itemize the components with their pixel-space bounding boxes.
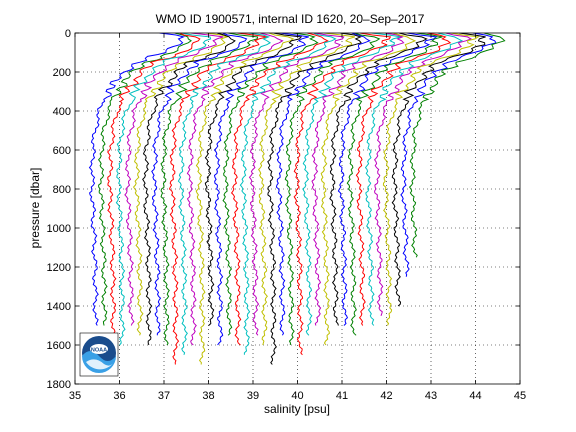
y-tick-label: 1200 [47, 262, 71, 274]
profile-lines [88, 33, 506, 365]
y-tick-label: 400 [53, 106, 71, 118]
profile-line [230, 33, 329, 346]
y-axis-label: pressure [dbar] [28, 168, 42, 249]
profile-line [239, 33, 337, 355]
y-tick-label: 1000 [47, 223, 71, 235]
y-tick-label: 1400 [47, 301, 71, 313]
profile-line [284, 33, 381, 346]
profile-line [222, 33, 319, 336]
x-tick-label: 42 [380, 390, 392, 402]
profile-line [373, 33, 473, 316]
y-tick-labels: 0 200 400 600 800 1000 1200 1400 1600 1800 [47, 28, 71, 391]
profile-line [355, 33, 452, 326]
profile-line [329, 33, 428, 326]
x-tick-label: 38 [202, 390, 214, 402]
chart-title: WMO ID 1900571, internal ID 1620, 20–Sep… [156, 12, 425, 26]
profile-line [364, 33, 464, 326]
x-tick-label: 45 [514, 390, 526, 402]
x-tick-label: 39 [247, 390, 259, 402]
profile-line [248, 33, 345, 336]
profile-line [267, 33, 362, 365]
svg-text:NOAA: NOAA [91, 348, 107, 354]
x-tick-label: 43 [425, 390, 437, 402]
profile-line [107, 33, 201, 336]
profile-line [302, 33, 401, 336]
x-tick-label: 44 [469, 390, 481, 402]
profile-line [168, 33, 267, 365]
profile-line [88, 33, 186, 326]
profile-line [391, 33, 486, 307]
profile-line [346, 33, 443, 336]
profile-line [293, 33, 392, 356]
x-tick-label: 37 [158, 390, 170, 402]
y-tick-label: 200 [53, 67, 71, 79]
profile-line [408, 33, 506, 258]
axis-ticks [74, 32, 521, 385]
grid-lines [75, 33, 520, 384]
profile-line [97, 33, 192, 326]
x-tick-label: 40 [291, 390, 303, 402]
noaa-logo: NOAA [79, 332, 119, 377]
profile-line [204, 33, 303, 326]
profile-line [275, 33, 371, 336]
y-tick-label: 1600 [47, 340, 71, 352]
profile-line [213, 33, 309, 346]
x-axis-label: salinity [psu] [264, 402, 330, 416]
profile-line [337, 33, 438, 326]
y-tick-label: 1800 [47, 379, 71, 391]
profile-line [186, 33, 284, 346]
profile-line [124, 33, 224, 326]
profile-line [195, 33, 295, 365]
y-tick-label: 600 [53, 145, 71, 157]
profile-line [382, 33, 480, 326]
profile-line [311, 33, 405, 326]
y-tick-label: 0 [65, 28, 71, 40]
profile-line [257, 33, 356, 346]
y-tick-label: 800 [53, 184, 71, 196]
profile-line [115, 33, 212, 346]
profile-line [320, 33, 417, 346]
profile-line [132, 33, 229, 336]
x-tick-label: 36 [113, 390, 125, 402]
x-tick-labels: 35 36 37 38 39 40 41 42 43 44 45 [69, 390, 526, 402]
profile-line [142, 33, 236, 346]
profile-line [400, 33, 497, 277]
profile-line [151, 33, 248, 336]
profile-line [177, 33, 272, 355]
profile-line [160, 33, 259, 346]
x-tick-label: 41 [336, 390, 348, 402]
x-tick-label: 35 [69, 390, 81, 402]
